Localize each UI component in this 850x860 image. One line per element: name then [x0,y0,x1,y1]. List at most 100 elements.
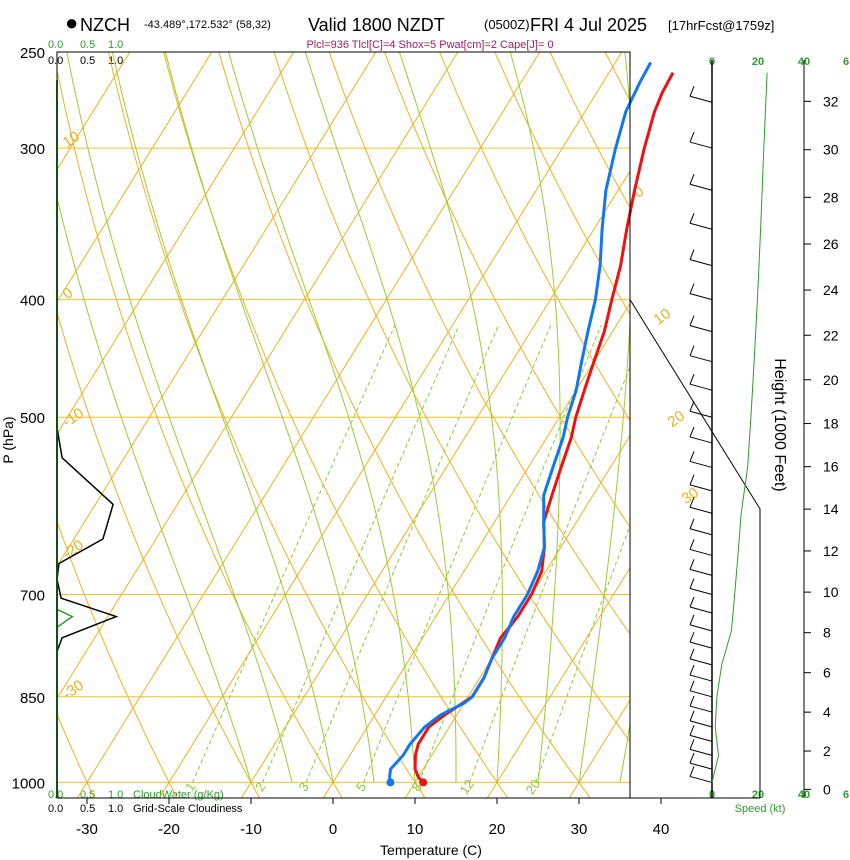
mixing-ratio-5 [363,325,552,783]
wind-barb-feather-450 [689,345,695,356]
wind-top-6: 6 [843,56,849,68]
wind-barb-feather-675 [689,559,695,570]
pressure-label-700: 700 [20,587,45,604]
cloud-top-black-2: 1.0 [108,55,123,67]
isotherm-label-2: 20 [665,407,688,430]
wind-barb-feather-950 [689,739,695,750]
cloudwater-title: CloudWater (g/Kg) [133,789,224,801]
moist-adiabat-5 [164,52,375,783]
station-name: NZCH [80,15,130,35]
dry-adiabat--30 [57,713,95,798]
cloud-top-black-1: 0.5 [80,55,95,67]
wind-barb-feather-600 [689,497,695,508]
wind-barb-feather-775 [689,631,695,643]
dry-adiabat-100 [604,52,630,102]
wind-barb-1000 [689,775,713,783]
moist-adiabat--10 [57,195,252,783]
wind-layer [629,60,768,799]
isotherm--40 [57,52,459,700]
wind-barb-feather-975 [689,752,695,764]
wind-speed-profile [711,72,768,783]
dry-adiabat-80 [494,52,630,316]
valid-time: Valid 1800 NZDT [308,15,445,35]
mixing-ratio-label-12: 12 [456,777,477,797]
isotherm-0 [322,302,630,798]
wind-barb-feather-875 [689,695,695,707]
wind-barb-600 [689,506,713,514]
wind-barb-feather-300 [689,131,695,143]
wind-barb-feather-850 [689,680,695,691]
wind-barb-950 [689,748,713,756]
x-tick-label--10: -10 [240,821,262,838]
station-dot-icon: ● [65,10,78,35]
wind-barb-400 [689,293,713,301]
cloud-top-green-labels: 0.0 0.5 1.0 [48,39,123,51]
mixing-ratio-label-20: 20 [523,777,544,797]
wind-barb-275 [689,95,713,103]
wind-top-20: 20 [752,56,764,68]
wind-frame-diagonal [629,299,761,798]
height-label-26: 26 [823,236,839,252]
valid-date: FRI 4 Jul 2025 [530,15,647,35]
moist-adiabat-15 [304,52,457,783]
isotherm--50 [57,52,377,568]
utc-time: (0500Z) [484,17,530,32]
wind-barb-feather-575 [689,474,695,486]
x-tick-label-10: 10 [407,821,424,838]
wind-barb-525 [689,436,713,444]
series-dew-point [388,61,653,783]
plot-frame [56,51,631,799]
wind-barb-feather-475 [689,374,695,385]
height-label-30: 30 [823,142,839,158]
wind-barb-925 [689,734,713,742]
wind-barb-feather-750 [689,614,695,626]
dry-adiabat-30 [218,52,592,798]
wind-barb-425 [689,325,713,333]
x-tick-label-20: 20 [489,821,506,838]
wind-barb-475 [689,383,713,391]
wind-barb-775 [689,641,713,649]
mixing-ratio-2 [262,325,460,783]
isotherm-label-4: 10 [60,128,83,151]
axis-layer: -30 -20 -10 0 10 20 30 402503004005007008501000… [12,45,839,838]
pressure-label-500: 500 [20,410,45,427]
wind-bottom-20: 20 [752,789,764,801]
wind-barb-375 [689,259,713,267]
wind-barb-500 [689,410,713,418]
isotherm--10 [240,170,630,798]
height-label-22: 22 [823,327,839,343]
wind-barb-feather-425 [689,315,695,326]
height-label-16: 16 [823,459,839,475]
wind-barb-feather-400 [689,283,695,294]
wind-barb-feather-825 [689,664,695,676]
height-label-6: 6 [823,665,831,681]
height-label-24: 24 [823,282,839,298]
moist-adiabat-35 [619,721,630,783]
isotherm-label-6: -10 [60,405,88,431]
moist-adiabat-25 [509,52,561,783]
x-tick-label--20: -20 [158,821,180,838]
moist-adiabat-10 [228,52,416,783]
pressure-label-300: 300 [20,141,45,158]
isotherm-20 [486,566,630,798]
moist-adiabat--5 [66,52,293,783]
mixing-ratio-8 [418,325,602,783]
mixing-ratio-label-2: 2 [252,780,268,795]
wind-barb-feather-550 [689,451,695,462]
surface-marker-1 [386,778,395,787]
wind-barb-feather-650 [689,539,695,550]
cloud-top-green-1: 0.5 [80,39,95,51]
stability-indices: Plcl=936 Tlcl[C]=4 Shox=5 Pwat[cm]=2 Cap… [306,39,553,51]
dry-adiabat-0 [57,67,343,798]
wind-barb-700 [689,588,713,595]
cloudwater-tick-2: 1.0 [108,789,123,801]
series-layer [386,61,675,787]
cloudiness-title: Grid-Scale Cloudiness [133,803,243,815]
wind-barb-900 [689,720,713,728]
mixing-ratio-label-3: 3 [295,780,311,795]
dry-adiabat-60 [383,52,630,528]
surface-marker-0 [419,778,428,787]
height-axis-title: Height (1000 Feet) [771,358,788,491]
cloudwater-bottom-labels: 0.0 0.5 1.0 CloudWater (g/Kg) [48,789,224,801]
